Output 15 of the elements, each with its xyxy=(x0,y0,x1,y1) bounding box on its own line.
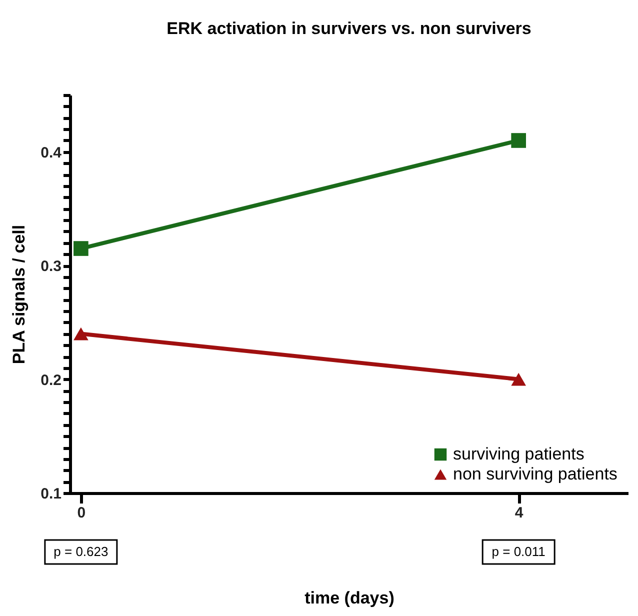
y-tick-label: 0.4 xyxy=(40,144,62,162)
legend-label: surviving patients xyxy=(453,444,584,464)
legend-label: non surviving patients xyxy=(453,464,618,484)
chart-title: ERK activation in survivers vs. non survivers xyxy=(166,19,532,38)
y-tick-label: 0.2 xyxy=(40,372,62,389)
x-tick-label: 4 xyxy=(514,504,524,522)
x-tick-label: 0 xyxy=(77,504,86,522)
point xyxy=(511,133,526,148)
text: p = 0.623 xyxy=(54,544,108,559)
text: p = 0.011 xyxy=(492,544,546,559)
y-tick-label: 0.1 xyxy=(40,486,62,502)
point xyxy=(74,241,88,256)
x-axis-title: time (days) xyxy=(304,588,394,608)
y-axis-title: PLA signals / cell xyxy=(10,224,29,364)
y-tick-label: 0.3 xyxy=(40,258,62,276)
